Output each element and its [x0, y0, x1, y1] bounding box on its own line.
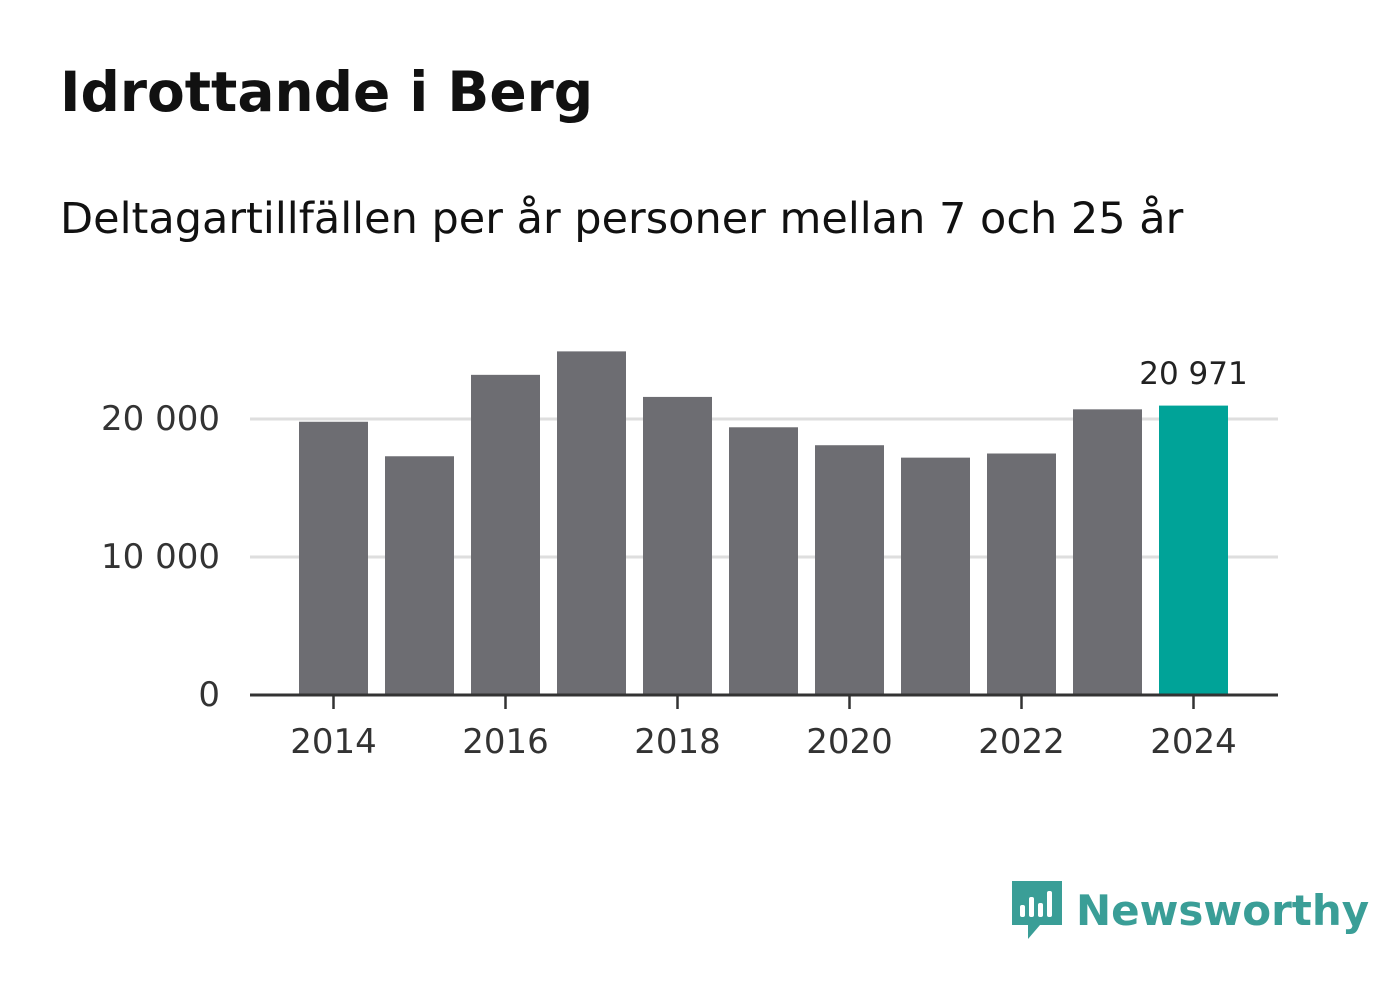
bar-2024 — [1159, 405, 1228, 695]
bar-2014 — [299, 421, 368, 695]
bar-2015 — [385, 456, 454, 695]
x-tick-label: 2014 — [290, 722, 377, 762]
labels: 0 10 000 20 000 2014 2016 2018 2020 2022 2024 20 … — [101, 356, 1248, 762]
x-tick-label: 2018 — [634, 722, 721, 762]
data-label-annotation: 20 971 — [1139, 356, 1247, 392]
x-tick-label: 2020 — [806, 722, 893, 762]
axes — [250, 693, 1278, 709]
newsworthy-logo-icon — [1012, 881, 1062, 939]
x-tick-label: 2016 — [462, 722, 549, 762]
bar-2023 — [1073, 409, 1142, 695]
bar-2019 — [729, 427, 798, 695]
x-tick-label: 2022 — [978, 722, 1065, 762]
bar-2016 — [471, 374, 540, 695]
bar-2021 — [901, 457, 970, 695]
bar-2017 — [557, 351, 626, 695]
brand-logo: Newsworthy — [1010, 878, 1369, 942]
brand-name: Newsworthy — [1076, 885, 1370, 935]
bar-2022 — [987, 453, 1056, 695]
x-tick-label: 2024 — [1150, 722, 1237, 762]
bar-2020 — [815, 445, 884, 695]
chart-subtitle: Deltagartillfällen per år personer mella… — [60, 194, 1184, 244]
bar-2018 — [643, 396, 712, 695]
bars — [299, 351, 1228, 695]
y-tick-label: 20 000 — [101, 399, 220, 439]
chart-title: Idrottande i Berg — [60, 60, 594, 124]
y-tick-label: 10 000 — [101, 537, 220, 577]
y-tick-label: 0 — [198, 675, 220, 715]
